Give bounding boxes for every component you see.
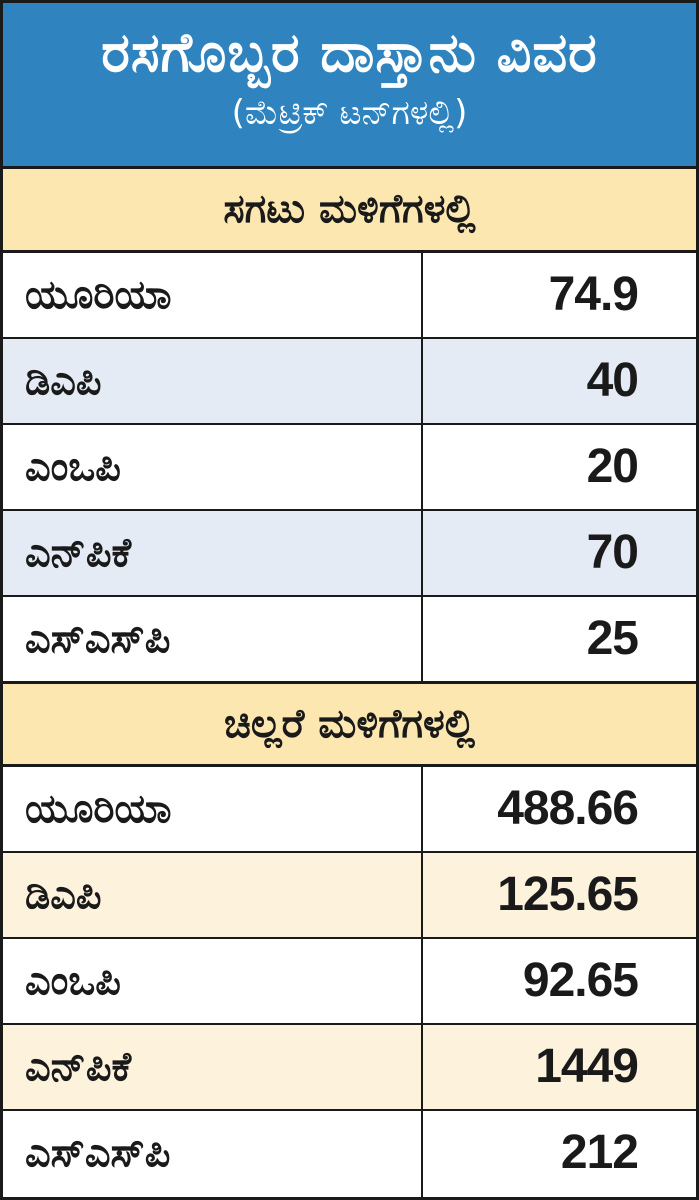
stock-value: 488.66 [497,782,639,835]
stock-value: 70 [586,526,639,579]
table-header: ರಸಗೊಬ್ಬರ ದಾಸ್ತಾನು ವಿವರ (ಮೆಟ್ರಿಕ್ ಟನ್‌ಗಳಲ… [3,3,696,169]
fertilizer-name: ಎನ್‌ಪಿಕೆ [3,1025,423,1109]
table-subtitle: (ಮೆಟ್ರಿಕ್ ಟನ್‌ಗಳಲ್ಲಿ) [231,93,468,133]
table-row: ಡಿಎಪಿ 40 [3,339,696,425]
stock-value: 92.65 [522,954,639,1007]
section-heading-retail: ಚಿಲ್ಲರೆ ಮಳಿಗೆಗಳಲ್ಲಿ [3,683,696,767]
fertilizer-name: ಯೂರಿಯಾ [3,253,423,337]
table-row: ಡಿಎಪಿ 125.65 [3,853,696,939]
stock-value: 40 [586,354,639,407]
fertilizer-name: ಎಸ್‌ಎಸ್‌ಪಿ [3,1111,423,1197]
section-heading-wholesale: ಸಗಟು ಮಳಿಗೆಗಳಲ್ಲಿ [3,169,696,253]
fertilizer-name: ಎಂಒಪಿ [3,939,423,1023]
stock-value: 25 [586,612,639,665]
stock-value: 74.9 [548,268,639,321]
stock-value: 125.65 [497,868,639,921]
table-title: ರಸಗೊಬ್ಬರ ದಾಸ್ತಾನು ವಿವರ [101,21,598,84]
table-row: ಯೂರಿಯಾ 488.66 [3,767,696,853]
wholesale-rows: ಯೂರಿಯಾ 74.9 ಡಿಎಪಿ 40 ಎಂಒಪಿ 20 ಎನ್‌ಪಿಕೆ 7… [3,253,696,683]
table-row: ಎಸ್‌ಎಸ್‌ಪಿ 25 [3,597,696,683]
stock-value: 20 [586,440,639,493]
stock-value: 1449 [535,1040,639,1093]
retail-rows: ಯೂರಿಯಾ 488.66 ಡಿಎಪಿ 125.65 ಎಂಒಪಿ 92.65 ಎ… [3,767,696,1197]
table-row: ಎಂಒಪಿ 20 [3,425,696,511]
fertilizer-name: ಯೂರಿಯಾ [3,767,423,851]
table-row: ಎನ್‌ಪಿಕೆ 70 [3,511,696,597]
table-row: ಎನ್‌ಪಿಕೆ 1449 [3,1025,696,1111]
fertilizer-name: ಎನ್‌ಪಿಕೆ [3,511,423,595]
fertilizer-name: ಡಿಎಪಿ [3,853,423,937]
table-row: ಎಸ್‌ಎಸ್‌ಪಿ 212 [3,1111,696,1197]
fertilizer-name: ಎಸ್‌ಎಸ್‌ಪಿ [3,597,423,681]
stock-value: 212 [560,1126,639,1179]
fertilizer-name: ಎಂಒಪಿ [3,425,423,509]
table-row: ಎಂಒಪಿ 92.65 [3,939,696,1025]
fertilizer-name: ಡಿಎಪಿ [3,339,423,423]
table-row: ಯೂರಿಯಾ 74.9 [3,253,696,339]
